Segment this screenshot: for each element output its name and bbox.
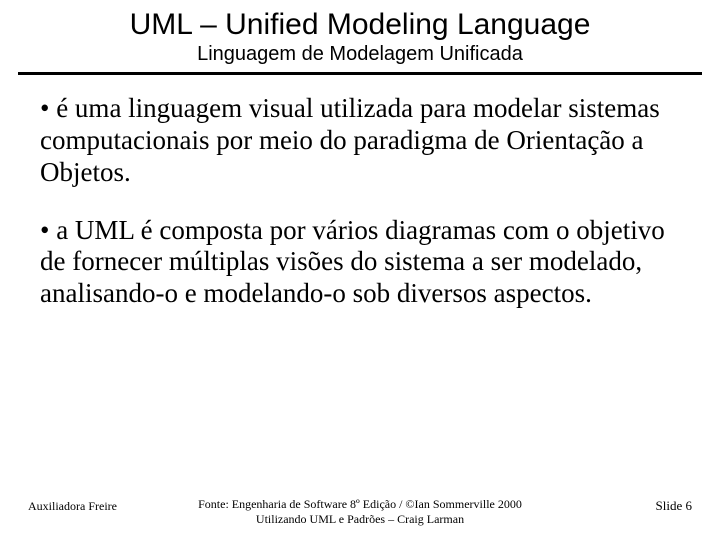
footer-source-line1: Fonte: Engenharia de Software 8º Edição …: [130, 497, 590, 511]
footer-slide-number: Slide 6: [656, 498, 692, 514]
slide: UML – Unified Modeling Language Linguage…: [0, 0, 720, 540]
footer: Auxiliadora Freire Fonte: Engenharia de …: [0, 497, 720, 526]
footer-source: Fonte: Engenharia de Software 8º Edição …: [130, 497, 590, 526]
slide-title: UML – Unified Modeling Language: [0, 8, 720, 41]
bullet-2: • a UML é composta por vários diagramas …: [40, 215, 680, 311]
footer-source-line2: Utilizando UML e Padrões – Craig Larman: [130, 512, 590, 526]
header: UML – Unified Modeling Language Linguage…: [0, 0, 720, 66]
slide-subtitle: Linguagem de Modelagem Unificada: [0, 43, 720, 66]
bullet-1: • é uma linguagem visual utilizada para …: [40, 93, 680, 189]
body: • é uma linguagem visual utilizada para …: [0, 75, 720, 310]
footer-author: Auxiliadora Freire: [28, 499, 117, 514]
